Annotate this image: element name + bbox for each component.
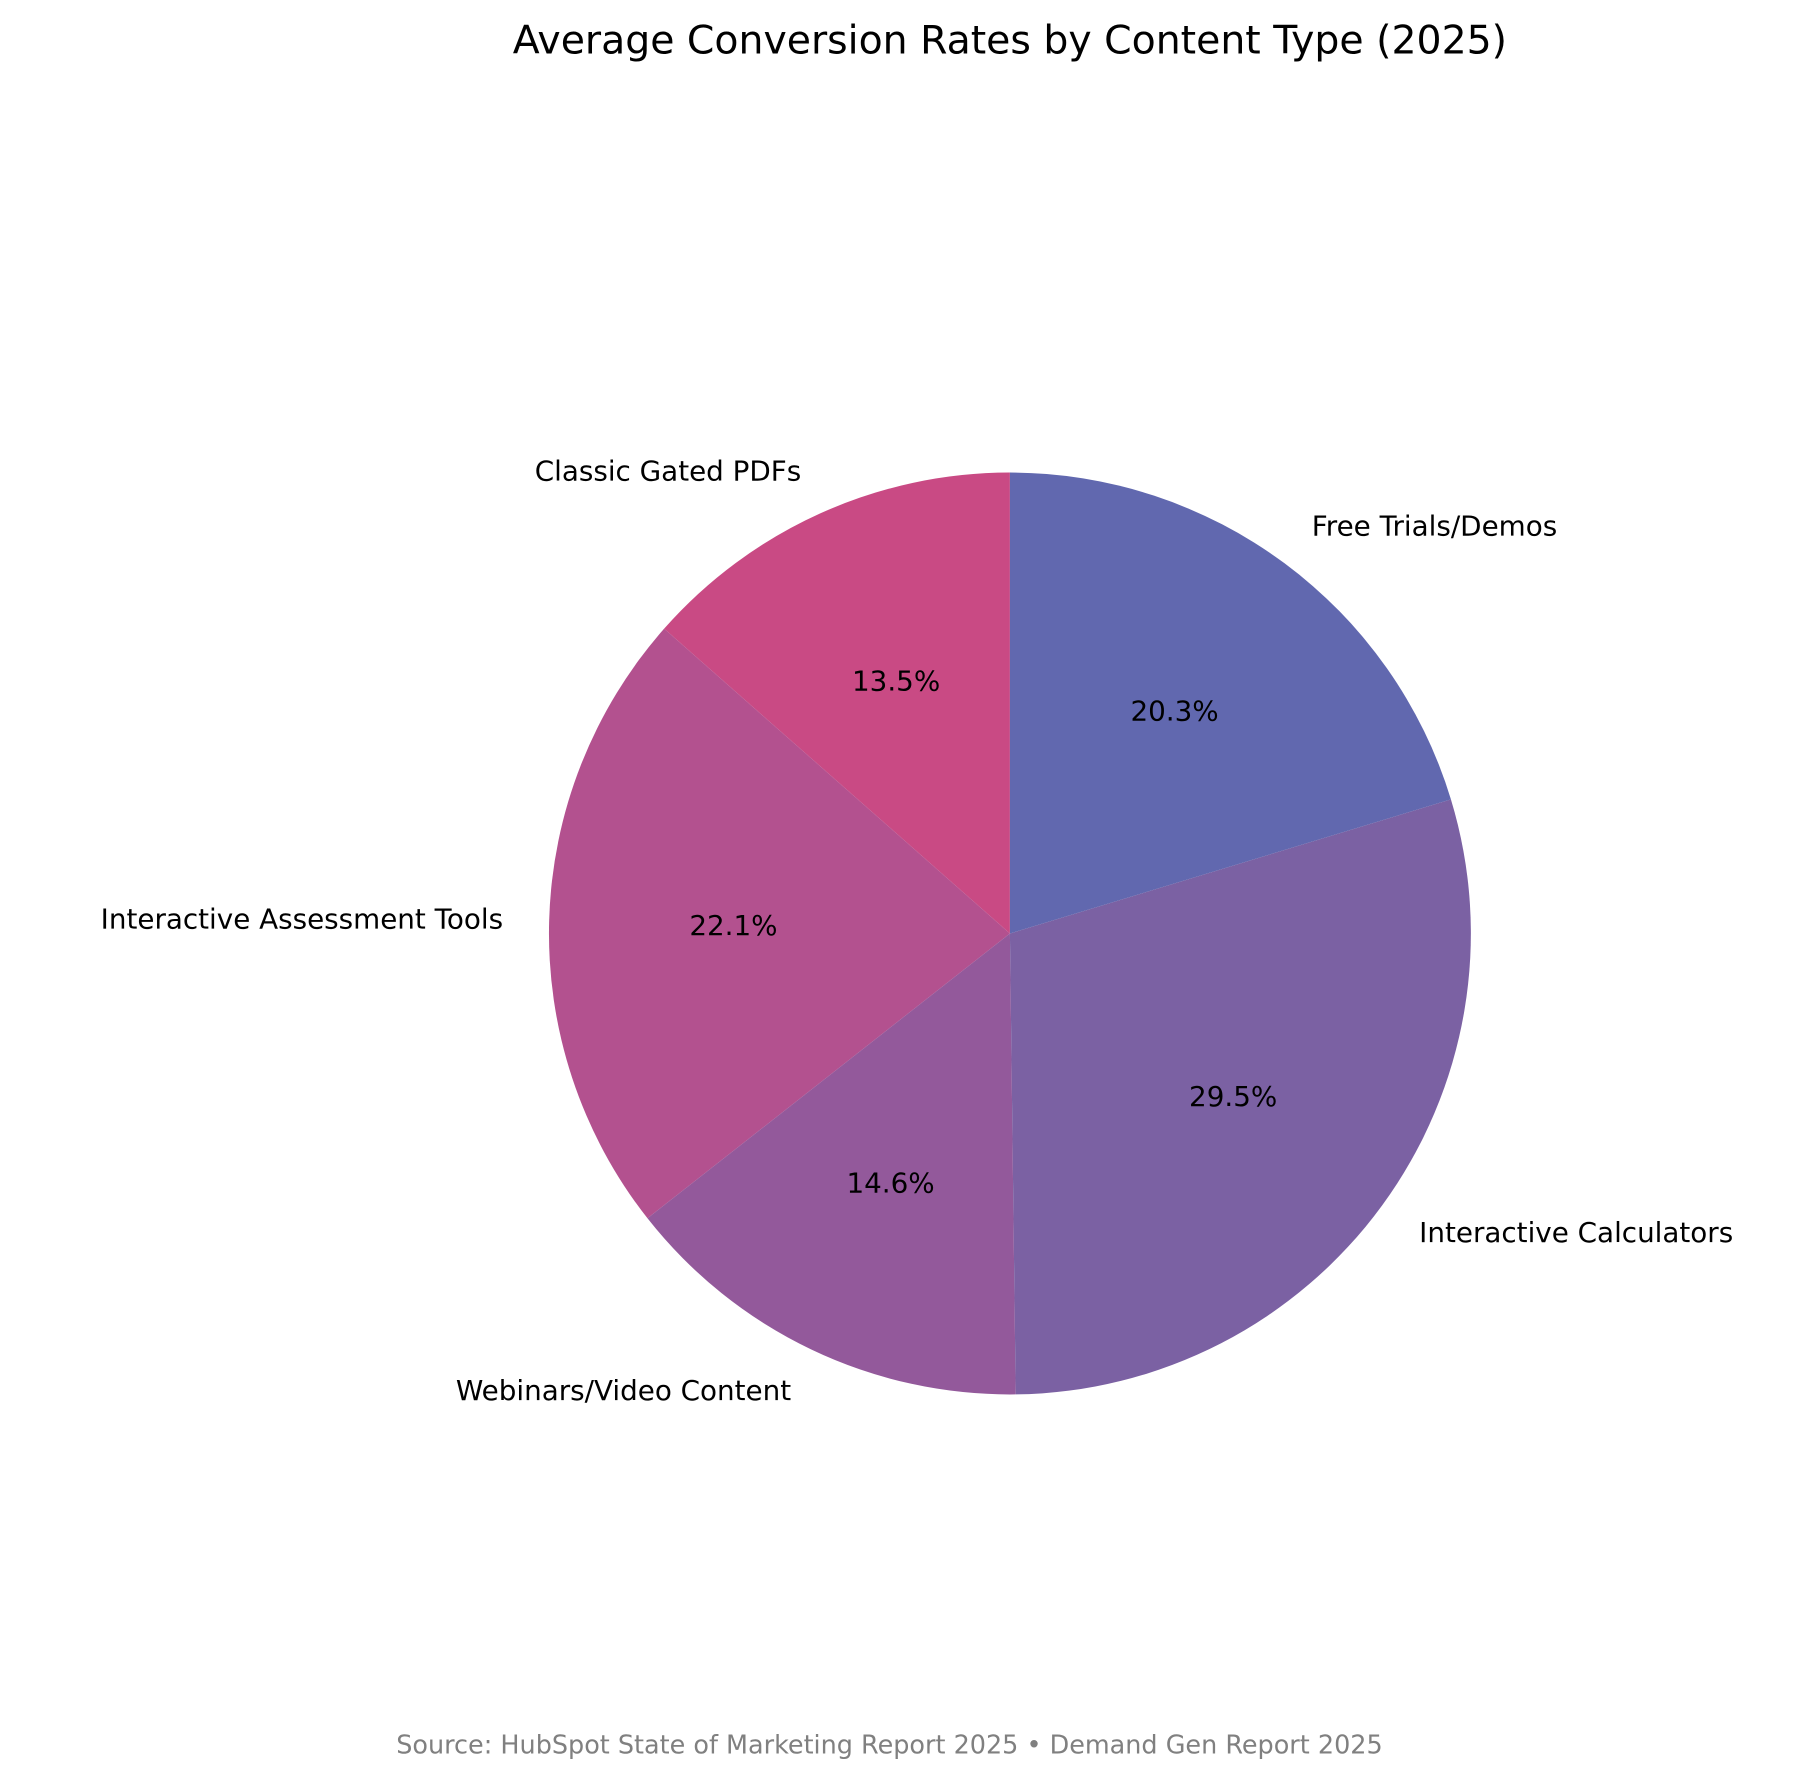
slice-label: Interactive Assessment Tools (101, 902, 503, 935)
pie-slice-webinars-video-content (647, 933, 1016, 1395)
pie-slice-classic-gated-pdfs (664, 472, 1010, 934)
slice-label: Interactive Calculators (1419, 1216, 1733, 1249)
slice-percent-label: 22.1% (689, 909, 777, 942)
slice-percent-label: 20.3% (1130, 695, 1218, 728)
chart-title: Average Conversion Rates by Content Type… (513, 17, 1507, 63)
source-note: Source: HubSpot State of Marketing Repor… (396, 1730, 1382, 1760)
slice-percent-label: 29.5% (1189, 1080, 1277, 1113)
slice-label: Free Trials/Demos (1312, 509, 1557, 542)
slice-percent-label: 13.5% (852, 665, 940, 698)
slice-label: Classic Gated PDFs (535, 455, 802, 488)
slice-label: Webinars/Video Content (456, 1374, 791, 1407)
slice-percent-label: 14.6% (846, 1166, 934, 1199)
pie-slice-interactive-assessment-tools (548, 628, 1010, 1219)
pie-slice-interactive-calculators (1009, 799, 1471, 1395)
pie-slice-free-trials-demos (1009, 472, 1451, 934)
